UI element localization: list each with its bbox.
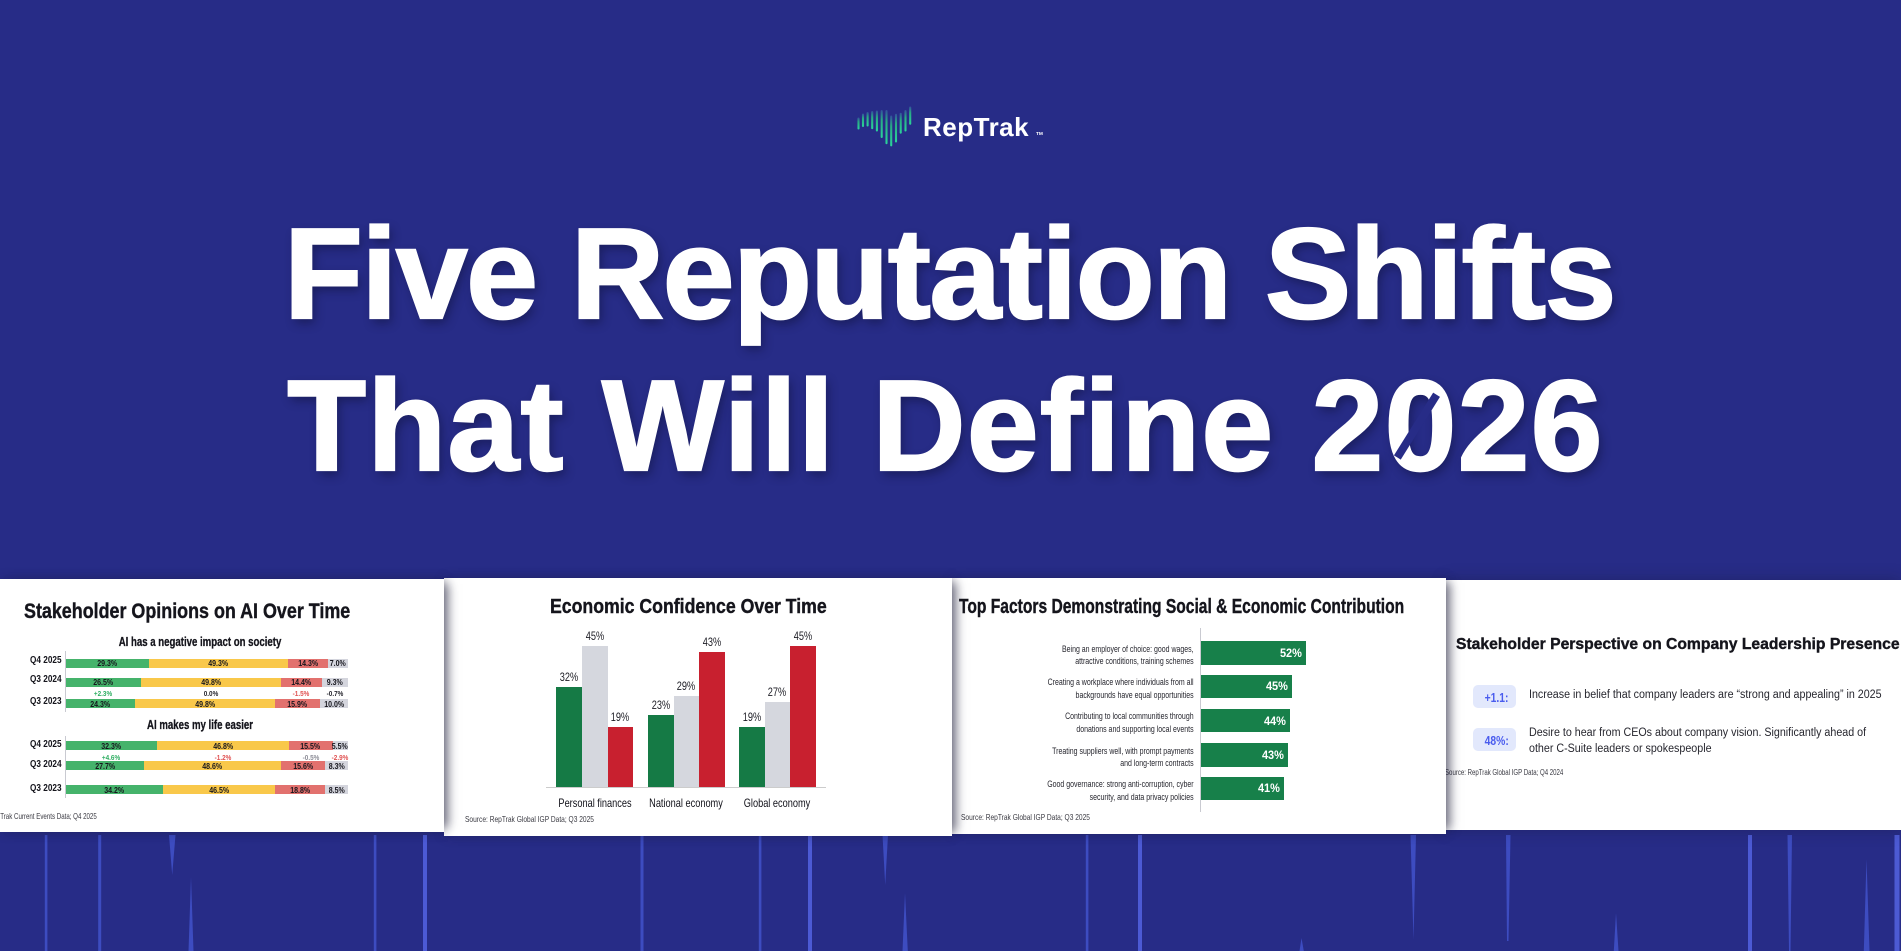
svg-text:RepTrak: RepTrak [923, 112, 1029, 142]
svg-text:TM: TM [1036, 131, 1043, 137]
